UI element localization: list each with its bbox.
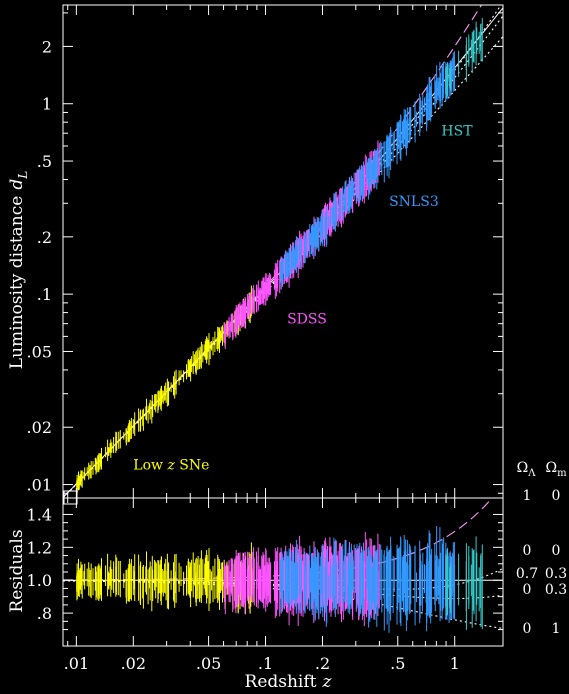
- survey-label-low-z-sne: Low z SNe: [133, 458, 209, 474]
- distance-tick-label: .2: [37, 228, 52, 247]
- x-tick-label: .01: [64, 654, 89, 673]
- model-omega-lambda-value: 0.7: [516, 566, 538, 582]
- distance-tick-labels: .01 .02 .05 .1 .2 .5 1 2: [27, 37, 52, 494]
- x-tick-label: .2: [315, 654, 330, 673]
- distance-tick-label: 1: [42, 95, 52, 114]
- model-omega-m-value: 0: [552, 543, 561, 559]
- x-tick-label: .5: [390, 654, 405, 673]
- distance-tick-label: .1: [37, 285, 52, 304]
- distance-tick-label: .01: [27, 476, 52, 495]
- x-tick-label: .05: [196, 654, 221, 673]
- model-omega-lambda-value: 0: [523, 582, 532, 598]
- survey-label-hst: HST: [441, 124, 473, 140]
- distance-tick-label: .5: [37, 152, 52, 171]
- residual-tick-label: 1.4: [27, 505, 52, 524]
- model-omega-lambda-value: 1: [523, 488, 532, 504]
- model-omega-lambda-value: 0: [523, 543, 532, 559]
- y-axis-title-residuals: Residuals: [7, 529, 27, 612]
- residual-tick-label: .8: [37, 604, 52, 623]
- omega-lambda-header: ΩΛ: [517, 460, 537, 479]
- model-omega-m-value: 0: [552, 488, 561, 504]
- x-tick-label: 1: [450, 654, 460, 673]
- model-omega-m-value: 1: [552, 621, 561, 637]
- residual-tick-labels: .8 1.0 1.2 1.4: [27, 505, 52, 623]
- distance-tick-label: .02: [27, 418, 52, 437]
- survey-labels: Low z SNe SDSS SNLS3 HST: [133, 124, 473, 474]
- distance-tick-label: 2: [42, 37, 52, 56]
- model-omega-lambda-value: 0: [523, 621, 532, 637]
- survey-label-snls3: SNLS3: [389, 194, 439, 210]
- cosmology-model-table: ΩΛ Ωm 1 00 00.7 0.30 0.30 1: [516, 460, 567, 637]
- omega-m-header: Ωm: [545, 460, 567, 479]
- y-axis-title-distance: Luminosity distancedL: [7, 171, 30, 369]
- survey-label-sdss: SDSS: [287, 312, 327, 328]
- residual-tick-label: 1.2: [27, 538, 52, 557]
- residual-panel-data: [63, 485, 503, 633]
- distance-panel-data: [63, 0, 503, 498]
- distance-tick-label: .05: [27, 343, 52, 362]
- model-omega-m-value: 0.3: [545, 566, 567, 582]
- x-axis-title: Redshift z: [245, 672, 333, 692]
- residual-tick-label: 1.0: [27, 571, 52, 590]
- x-tick-labels: .01 .02 .05 .1 .2 .5 1: [64, 654, 460, 673]
- model-omega-m-value: 0.3: [545, 582, 567, 598]
- x-tick-label: .02: [121, 654, 146, 673]
- x-tick-label: .1: [258, 654, 273, 673]
